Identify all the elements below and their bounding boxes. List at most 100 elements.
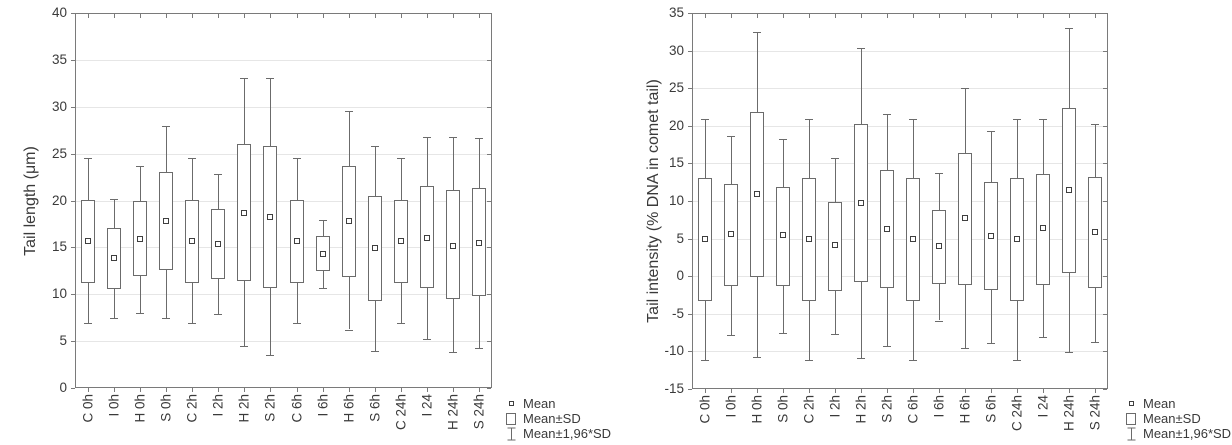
whisker-icon [1123, 427, 1139, 441]
x-axis-tick [1095, 389, 1096, 393]
y-tick-label: 25 [668, 80, 684, 95]
y-axis-tick-right [1103, 51, 1107, 52]
y-tick-label: 35 [668, 5, 684, 20]
whisker-cap-top-i-24 [1039, 119, 1047, 120]
x-axis-tick [1069, 389, 1070, 393]
y-tick-label: 30 [51, 99, 67, 114]
gridline [693, 351, 1107, 352]
mean-marker-c-0h [85, 238, 91, 244]
x-axis-tick [731, 389, 732, 393]
mean-marker-c-24h [1014, 236, 1020, 242]
y-axis-tick-right [1103, 351, 1107, 352]
whisker-cap-bottom-c-6h [293, 323, 301, 324]
mean-marker-i-6h [320, 251, 326, 257]
y-tick-label: 40 [51, 5, 67, 20]
gridline [693, 51, 1107, 52]
y-axis-tick-right [1103, 201, 1107, 202]
x-axis-tick [140, 388, 141, 392]
x-axis-tick [297, 388, 298, 392]
whisker-cap-bottom-h-2h [240, 346, 248, 347]
x-axis-tick [323, 388, 324, 392]
y-axis-tick-right [1103, 13, 1107, 14]
whisker-cap-bottom-i-24 [1039, 337, 1047, 338]
x-category-label: I 2h [210, 394, 226, 417]
x-category-label: C 6h [289, 394, 305, 423]
x-axis-tick-top [453, 14, 454, 18]
x-axis-tick-top [835, 14, 836, 18]
legend-item-2: Mean±1,96*SD [1123, 426, 1231, 441]
x-category-label: C 2h [184, 394, 200, 423]
x-category-label: C 0h [80, 394, 96, 423]
mean-marker-s-6h [372, 245, 378, 251]
whisker-cap-bottom-i-0h [727, 335, 735, 336]
x-category-label: I 0h [106, 394, 122, 417]
x-axis-tick-top [349, 14, 350, 18]
x-axis-tick-top [1017, 14, 1018, 18]
y-axis-tick-right [1103, 276, 1107, 277]
legend: Mean Mean±SD Mean±1,96*SD [1123, 396, 1231, 441]
x-axis-tick-top [1043, 14, 1044, 18]
x-axis-tick-top [991, 14, 992, 18]
x-axis-tick-top [427, 14, 428, 18]
mean-marker-c-24h [398, 238, 404, 244]
y-tick-label: 15 [668, 155, 684, 170]
x-axis-tick-top [140, 14, 141, 18]
x-category-label: H 24h [445, 394, 461, 431]
y-axis-tick-right [487, 201, 491, 202]
mean-marker-h-6h [962, 215, 968, 221]
whisker-cap-top-c-0h [701, 119, 709, 120]
y-tick-label: 5 [676, 231, 684, 246]
whisker-icon [503, 427, 519, 441]
gridline [693, 88, 1107, 89]
x-category-label: S 6h [983, 395, 999, 423]
legend-label: Mean [1143, 396, 1176, 411]
whisker-cap-top-c-6h [909, 119, 917, 120]
mean-marker-i-6h [936, 243, 942, 249]
y-axis-tick-right [1103, 163, 1107, 164]
mean-marker-i-24 [1040, 225, 1046, 231]
y-axis-tick [688, 351, 692, 352]
mean-marker-icon [1123, 401, 1139, 406]
x-axis-tick [991, 389, 992, 393]
x-category-label: C 24h [393, 394, 409, 431]
x-category-label: H 24h [1061, 395, 1077, 432]
mean-marker-i-24 [424, 235, 430, 241]
mean-marker-s-6h [988, 233, 994, 239]
gridline [693, 239, 1107, 240]
x-axis-tick [453, 388, 454, 392]
whisker-cap-top-i-2h [214, 174, 222, 175]
legend-item-1: Mean±SD [1123, 411, 1231, 426]
y-axis-tick-right [487, 107, 491, 108]
whisker-cap-bottom-h-6h [345, 330, 353, 331]
x-axis-tick [479, 388, 480, 392]
y-axis-tick [688, 314, 692, 315]
whisker-cap-top-h-0h [136, 166, 144, 167]
x-category-label: S 0h [158, 394, 174, 422]
mean-marker-icon [503, 401, 519, 406]
x-axis-tick [114, 388, 115, 392]
x-axis-tick-top [809, 14, 810, 18]
mean-marker-c-2h [189, 238, 195, 244]
whisker-cap-bottom-s-24h [1091, 342, 1099, 343]
x-axis-tick [757, 389, 758, 393]
mean-marker-i-2h [215, 241, 221, 247]
legend-label: Mean±1,96*SD [523, 426, 612, 441]
gridline [693, 314, 1107, 315]
gridline [76, 294, 491, 295]
mean-marker-i-0h [111, 255, 117, 261]
y-tick-label: 5 [59, 333, 67, 348]
whisker-cap-top-c-24h [397, 158, 405, 159]
mean-marker-h-24h [1066, 187, 1072, 193]
y-tick-label: 15 [51, 239, 67, 254]
y-axis-tick-right [1103, 389, 1107, 390]
y-axis-tick-right [487, 388, 491, 389]
y-axis-title: Tail intensity (% DNA in comet tail) [645, 79, 662, 323]
legend-item-0: Mean [503, 396, 611, 411]
whisker-cap-bottom-i-6h [319, 288, 327, 289]
x-category-label: C 6h [905, 395, 921, 424]
x-axis-tick-top [965, 14, 966, 18]
x-axis-tick-top [887, 14, 888, 18]
y-axis-tick [71, 107, 75, 108]
chart-tail-intensity: -15 -10 -5 0 5 10 15 20 25 30 35 C 0h I 0h H 0h S 0h C … [616, 0, 1232, 445]
whisker-cap-bottom-c-24h [1013, 360, 1021, 361]
